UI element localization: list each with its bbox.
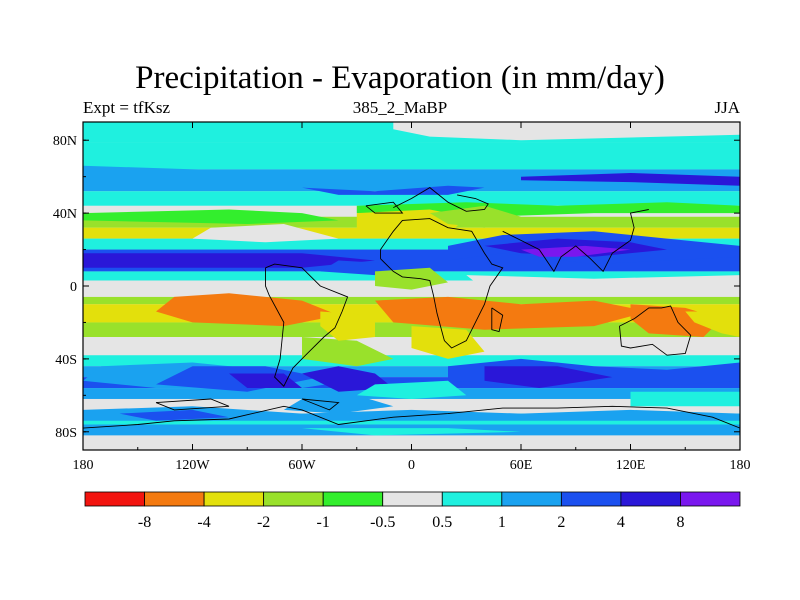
colorbar-swatch — [263, 491, 324, 507]
colorbar-swatch — [501, 491, 562, 507]
colorbar-swatch — [322, 491, 384, 507]
colorbar-swatch — [560, 491, 622, 507]
colorbar-label: -2 — [257, 514, 270, 531]
colorbar-label: 8 — [676, 514, 684, 531]
colorbar-label: -0.5 — [370, 514, 395, 531]
colorbar-label: 4 — [617, 514, 625, 531]
colorbar — [84, 491, 741, 507]
longitude-axis: 180 120W 60W 0 60E 120E 180 — [73, 122, 751, 473]
field-region — [192, 224, 339, 243]
field-region — [685, 311, 740, 337]
colorbar-labels: -8 -4 -2 -1 -0.5 0.5 1 2 4 8 — [138, 514, 685, 531]
field-region — [302, 366, 394, 392]
latitude-axis: 80N 40N 0 40S 80S — [53, 134, 740, 441]
field-region — [83, 209, 339, 224]
colorbar-swatch — [382, 491, 443, 507]
experiment-id-label: 385_2_MaBP — [352, 98, 448, 117]
field-region — [356, 380, 467, 399]
field-region — [375, 267, 448, 290]
field-region — [521, 173, 740, 186]
colorbar-label: -8 — [138, 514, 151, 531]
colorbar-swatch — [620, 491, 681, 507]
coastline-segment — [83, 405, 740, 429]
field-region — [320, 311, 375, 341]
lon-tick-label: 180 — [73, 458, 94, 473]
colorbar-label: -4 — [197, 514, 210, 531]
field-region — [83, 406, 740, 421]
experiment-label: Expt = tfKsz — [83, 98, 171, 117]
field-region — [83, 165, 740, 188]
field-region — [411, 326, 485, 359]
field-band — [83, 366, 740, 378]
lon-tick-label: 60W — [288, 458, 316, 473]
coastline-segment — [380, 218, 504, 349]
field-region — [156, 293, 339, 327]
field-band — [83, 238, 740, 250]
plot-title: Precipitation - Evaporation (in mm/day) — [135, 60, 665, 96]
pe-field — [83, 122, 740, 450]
coastline-segment — [491, 307, 504, 333]
lat-tick-label: 80S — [55, 426, 77, 441]
field-region — [521, 245, 631, 257]
colorbar-label: 0.5 — [432, 514, 452, 531]
field-band — [83, 355, 740, 367]
coastline-segment — [619, 305, 692, 356]
season-label: JJA — [714, 98, 740, 117]
colorbar-swatch — [144, 491, 205, 507]
lon-tick-label: 120E — [616, 458, 646, 473]
colorbar-swatch — [441, 491, 503, 507]
field-region — [119, 409, 229, 421]
field-region — [83, 253, 375, 268]
lon-tick-label: 180 — [730, 458, 751, 473]
coastline-segment — [502, 209, 649, 273]
field-band — [83, 398, 740, 414]
field-region — [429, 205, 521, 228]
coastline-segment — [265, 263, 349, 387]
field-band — [83, 377, 740, 389]
lon-tick-label: 120W — [175, 458, 210, 473]
colorbar-label: 1 — [498, 514, 506, 531]
colorbar-swatch — [84, 491, 145, 507]
lat-tick-label: 40N — [53, 207, 77, 222]
coastline-segment — [301, 398, 340, 411]
field-band — [83, 142, 740, 170]
field-region — [302, 337, 394, 367]
field-region — [375, 296, 649, 330]
colorbar-swatch — [680, 491, 741, 507]
coastline-segment — [393, 187, 489, 212]
lat-tick-label: 0 — [70, 280, 77, 295]
field-region — [466, 275, 740, 294]
coastline-segment — [365, 201, 404, 214]
coastline-segment — [155, 398, 230, 411]
field-region — [484, 366, 613, 388]
field-region — [302, 428, 521, 436]
lat-tick-label: 40S — [55, 353, 77, 368]
field-region — [393, 122, 740, 141]
colorbar-label: 2 — [557, 514, 565, 531]
lon-tick-label: 0 — [408, 458, 415, 473]
lat-tick-label: 80N — [53, 134, 77, 149]
lon-tick-label: 60E — [510, 458, 533, 473]
colorbar-label: -1 — [317, 514, 330, 531]
field-region — [630, 391, 740, 407]
field-region — [229, 373, 302, 388]
field-region — [302, 185, 485, 195]
coastline-overlay — [83, 187, 740, 429]
colorbar-swatch — [203, 491, 265, 507]
